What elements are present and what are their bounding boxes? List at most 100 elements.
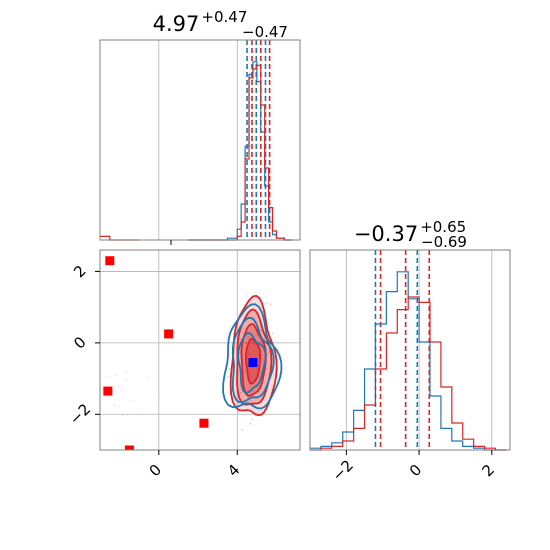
panel-title-param1: 4.97 +0.47 <box>153 8 248 36</box>
sample-point <box>235 390 238 393</box>
sample-point <box>245 342 247 344</box>
point-markers <box>103 256 258 450</box>
sample-point <box>255 333 257 336</box>
panel-frame <box>99 249 301 451</box>
red-square-marker <box>124 445 134 450</box>
sample-point <box>122 389 124 392</box>
red-square-marker <box>199 418 209 428</box>
sample-point <box>227 375 229 378</box>
sample-point <box>260 329 263 332</box>
sample-point <box>249 376 252 379</box>
axis-ticks: −2 0 2 <box>329 450 498 485</box>
sample-point <box>247 351 250 354</box>
sample-point <box>249 374 251 377</box>
sample-point <box>116 374 118 376</box>
sample-point <box>249 422 252 425</box>
red-square-marker <box>103 386 113 396</box>
sample-point <box>113 404 116 407</box>
red-square-marker <box>105 256 115 266</box>
sample-point <box>125 371 128 374</box>
sample-point <box>248 385 251 388</box>
sample-point <box>250 366 253 369</box>
sample-point <box>243 371 246 374</box>
density-contours <box>222 294 283 417</box>
sample-point <box>228 367 231 370</box>
y-tick-label: 2 <box>70 262 89 281</box>
sample-point <box>271 332 274 335</box>
red-square-marker <box>164 329 174 339</box>
sample-point <box>246 353 249 355</box>
sample-point <box>253 344 256 347</box>
sample-point <box>266 368 269 370</box>
sample-point <box>148 376 150 379</box>
sample-point <box>118 405 121 408</box>
sample-point <box>265 302 268 304</box>
x-tick-label: 0 <box>406 461 425 480</box>
sample-point <box>125 379 127 382</box>
histogram-series-a <box>188 61 293 241</box>
marginal-histogram-param2: −0.37 +0.65 −0.69 −2 0 2 <box>309 218 511 485</box>
histogram-series-a <box>310 271 507 451</box>
sample-point <box>247 336 250 338</box>
joint-scatter-panel: 0 4 −2 0 2 <box>66 240 301 480</box>
sample-point <box>266 352 269 355</box>
title-lower-error: −0.69 <box>421 233 467 251</box>
sample-point <box>241 429 244 432</box>
histogram-low-tail <box>100 235 140 241</box>
grid-lines <box>158 40 238 240</box>
histogram-steps <box>310 271 507 451</box>
blue-square-marker <box>248 358 258 367</box>
title-lower-error: −0.47 <box>242 23 288 41</box>
contour-level-series-a <box>222 303 283 410</box>
sample-point <box>243 327 245 330</box>
contour-level-series-a <box>237 332 267 394</box>
sample-point <box>262 359 264 362</box>
grid-lines <box>345 250 493 450</box>
sample-point <box>257 385 259 388</box>
title-value: −0.37 <box>354 222 418 246</box>
x-tick-label: 2 <box>479 461 498 480</box>
quantile-lines <box>374 250 431 450</box>
x-tick-label: −2 <box>329 456 357 484</box>
title-upper-error: +0.47 <box>201 8 247 26</box>
sample-point <box>241 332 244 334</box>
sample-point <box>132 399 135 402</box>
sample-point <box>248 353 251 356</box>
quantile-lines <box>246 40 271 240</box>
histogram-steps <box>100 61 293 241</box>
sample-point <box>270 303 272 305</box>
histogram-series-b <box>188 64 293 241</box>
sample-point <box>249 399 252 402</box>
histogram-series-b <box>310 296 507 451</box>
marginal-histogram-param1: 4.97 +0.47 −0.47 <box>99 8 301 241</box>
contour-level-series-a <box>231 316 275 404</box>
sample-point <box>239 391 242 394</box>
axis-ticks: 0 4 −2 0 2 <box>66 240 243 480</box>
sample-point <box>108 376 111 378</box>
sample-point <box>118 385 120 388</box>
sample-point <box>251 390 254 393</box>
sample-point <box>238 411 240 413</box>
title-upper-error: +0.65 <box>420 218 466 236</box>
sample-point <box>258 391 260 393</box>
sample-point <box>257 355 260 357</box>
x-tick-label: 4 <box>224 461 243 480</box>
sample-point <box>158 397 160 400</box>
title-value: 4.97 <box>153 12 200 36</box>
sample-point <box>256 368 259 371</box>
sample-point <box>251 342 254 345</box>
sample-point <box>254 355 256 357</box>
sample-point <box>263 337 266 339</box>
sample-point <box>141 413 144 416</box>
sample-point <box>239 352 241 355</box>
y-tick-label: 0 <box>70 333 89 352</box>
sample-point <box>242 359 245 361</box>
sample-point <box>251 418 253 421</box>
y-tick-label: −2 <box>66 400 94 428</box>
sample-point <box>122 414 124 417</box>
panel-frame <box>99 39 301 241</box>
x-tick-label: 0 <box>146 461 165 480</box>
panel-title-param2: −0.37 +0.65 <box>354 218 466 246</box>
sample-point <box>262 399 265 401</box>
